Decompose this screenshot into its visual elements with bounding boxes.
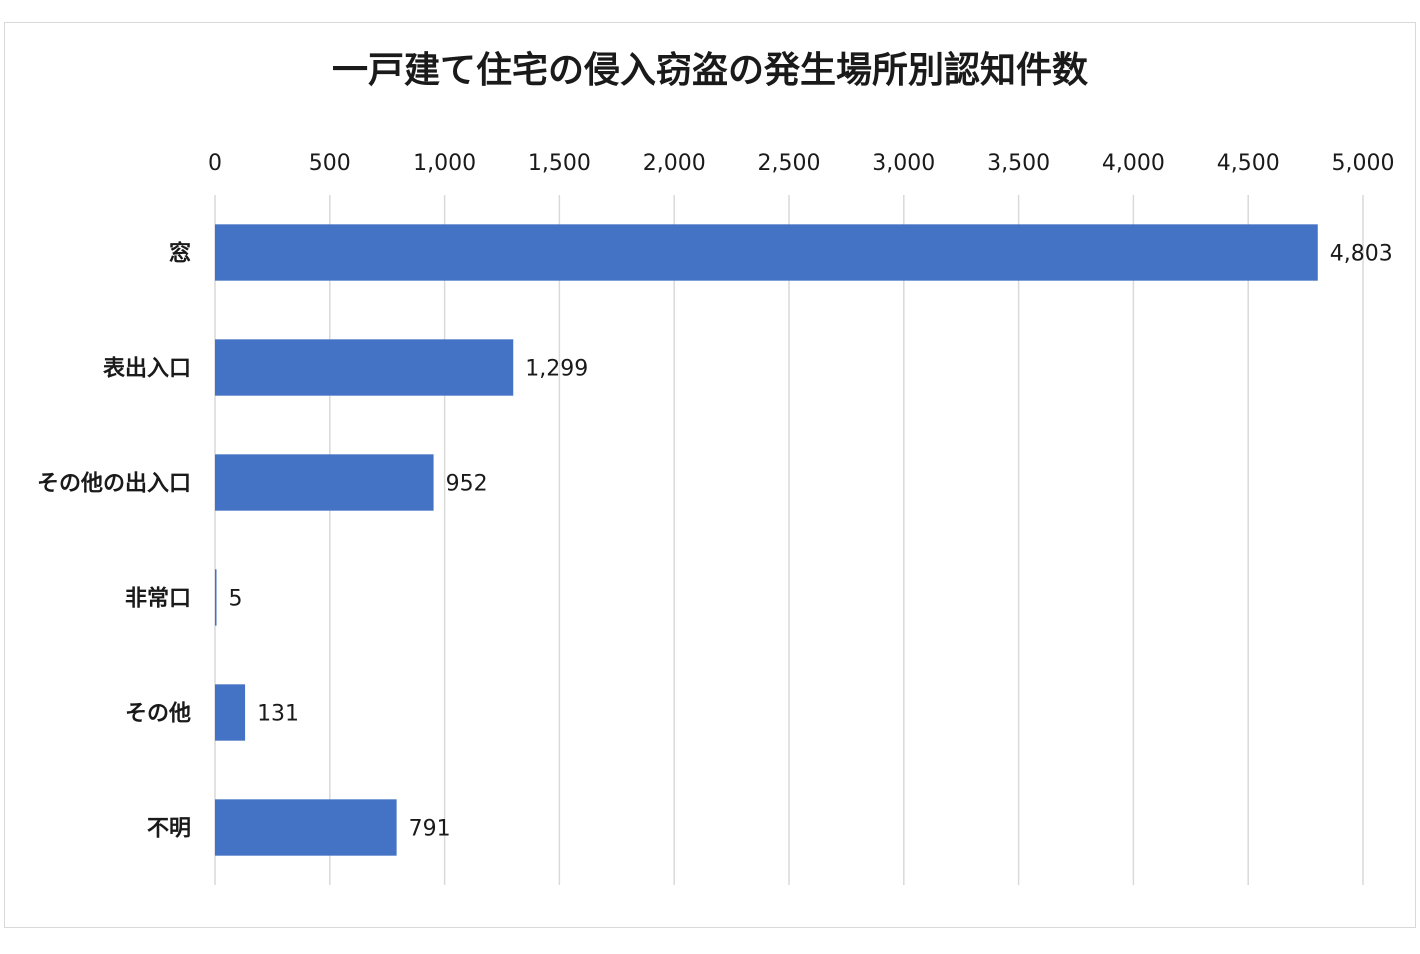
- x-axis-tick-labels: 0 500 1,000 1,500 2,000 2,500 3,000 3,500 4,000 4…: [208, 151, 1394, 176]
- data-label: 5: [229, 587, 243, 612]
- x-tick-label: 2,500: [758, 151, 821, 176]
- bar: [215, 569, 217, 626]
- bar: [215, 799, 397, 856]
- bar: [215, 684, 246, 741]
- bars: [215, 224, 1318, 856]
- data-labels: 4,803 1,299 952 5 131 791: [229, 242, 1393, 842]
- data-label: 952: [446, 472, 488, 497]
- x-tick-label: 4,500: [1217, 151, 1280, 176]
- x-tick-label: 1,000: [413, 151, 476, 176]
- category-label: 非常口: [125, 586, 191, 612]
- x-tick-label: 2,000: [643, 151, 706, 176]
- data-label: 4,803: [1330, 242, 1393, 267]
- category-label: その他の出入口: [37, 472, 191, 497]
- x-tick-label: 4,000: [1102, 151, 1165, 176]
- category-label: その他: [125, 702, 191, 727]
- bar: [215, 454, 434, 511]
- category-label: 窓: [169, 241, 191, 267]
- bar: [215, 224, 1318, 281]
- x-tick-label: 500: [309, 151, 351, 176]
- bar: [215, 339, 514, 396]
- category-label: 不明: [147, 817, 191, 842]
- x-tick-label: 0: [208, 151, 222, 176]
- gridlines: [214, 195, 1364, 885]
- x-tick-label: 3,000: [872, 151, 935, 176]
- x-tick-label: 3,500: [987, 151, 1050, 176]
- chart-title: 一戸建て住宅の侵入窃盗の発生場所別認知件数: [332, 49, 1088, 91]
- x-tick-label: 5,000: [1332, 151, 1395, 176]
- data-label: 1,299: [525, 357, 588, 382]
- x-tick-label: 1,500: [528, 151, 591, 176]
- category-label: 表出入口: [103, 357, 191, 382]
- data-label: 791: [409, 817, 451, 842]
- data-label: 131: [257, 702, 299, 727]
